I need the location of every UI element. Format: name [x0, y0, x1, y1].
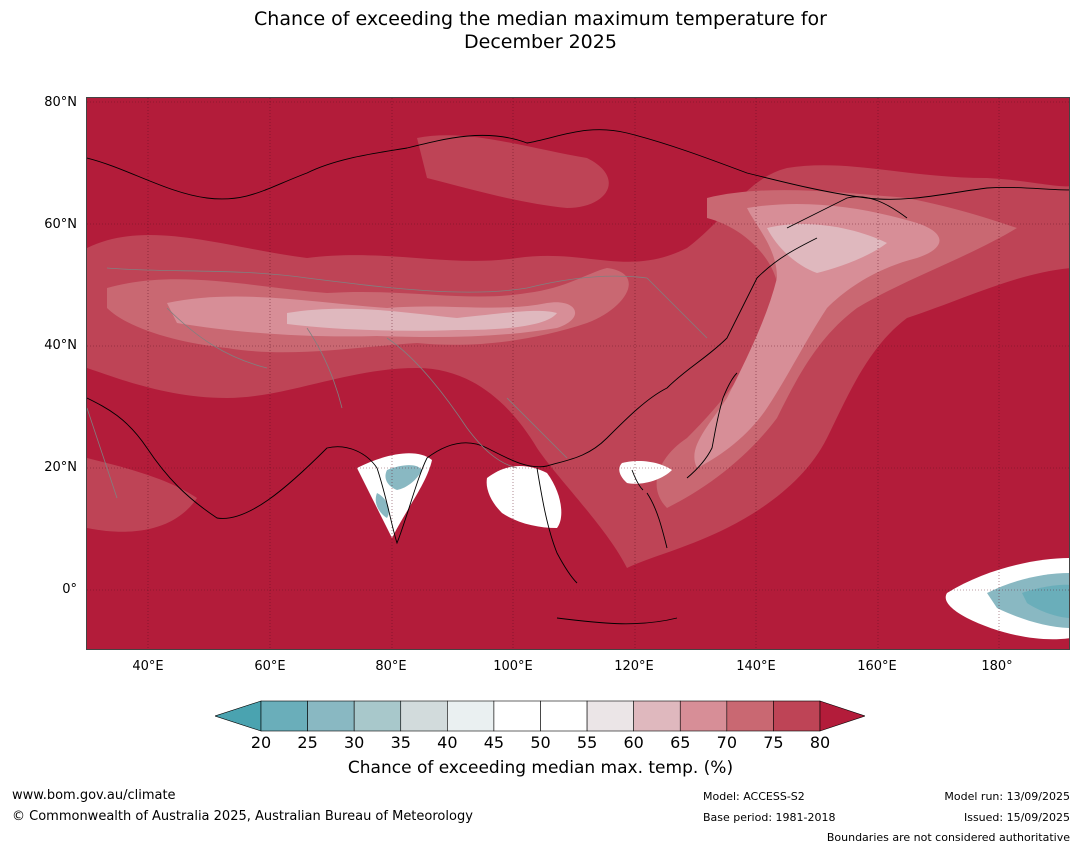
- lat-label-20n: 20°N: [44, 460, 77, 475]
- colorbar-tick-label: 70: [716, 733, 737, 752]
- colorbar-tick-label: 30: [343, 733, 365, 752]
- boundaries-disclaimer: Boundaries are not considered authoritat…: [826, 831, 1070, 844]
- lat-label-0: 0°: [62, 582, 77, 597]
- colorbar-cell: [493, 700, 541, 732]
- probability-band-indochina-50: [486, 466, 562, 528]
- lon-label-80e: 80°E: [375, 659, 407, 674]
- colorbar-tick-label: 35: [390, 733, 411, 752]
- probability-band-india-30: [385, 465, 422, 490]
- probability-band-taiwan-50: [619, 460, 672, 484]
- colorbar-tick-label: 75: [763, 733, 784, 752]
- probability-band-pacific-20: [1022, 584, 1069, 618]
- lat-label-80n: 80°N: [44, 95, 77, 110]
- probability-band-75-north: [417, 135, 609, 208]
- colorbar-cells: [260, 700, 821, 732]
- colorbar-tick-label: 80: [809, 733, 831, 752]
- colorbar-tick-label: 20: [250, 733, 272, 752]
- lon-label-100e: 100°E: [493, 659, 533, 674]
- probability-band-india-25: [375, 493, 389, 518]
- base-period: Base period: 1981-2018: [703, 811, 836, 824]
- lon-label-180: 180°: [981, 659, 1013, 674]
- issued-date: Issued: 15/09/2025: [963, 811, 1070, 824]
- colorbar-tick-label: 60: [623, 733, 644, 752]
- lat-label-60n: 60°N: [44, 217, 77, 232]
- colorbar-cell: [540, 700, 588, 732]
- colorbar-label: Chance of exceeding median max. temp. (%…: [347, 758, 734, 778]
- lon-label-40e: 40°E: [132, 659, 164, 674]
- colorbar-cell: [447, 700, 495, 732]
- colorbar-cell: [307, 700, 355, 732]
- graticule: [87, 98, 1069, 649]
- probability-band-75-peninsula: [87, 458, 197, 532]
- colorbar-cell: [586, 700, 634, 732]
- colorbar-under-extension: [215, 700, 262, 732]
- title-line-1: Chance of exceeding the median maximum t…: [254, 8, 827, 30]
- country-borders: [87, 267, 708, 499]
- website-url[interactable]: www.bom.gov.au/climate: [12, 788, 176, 803]
- colorbar-cell: [353, 700, 402, 732]
- map-canvas: [87, 98, 1069, 649]
- colorbar-cell: [726, 700, 774, 732]
- colorbar-tick-label: 50: [530, 733, 551, 752]
- colorbar-cell: [260, 700, 308, 732]
- probability-band-60-east: [767, 223, 887, 273]
- forecast-map: [86, 97, 1070, 650]
- colorbar-cell: [633, 700, 681, 732]
- model-name: Model: ACCESS-S2: [703, 790, 805, 803]
- model-run-date: Model run: 13/09/2025: [944, 790, 1070, 803]
- lon-label-120e: 120°E: [614, 659, 654, 674]
- colorbar-tick-label: 65: [670, 733, 691, 752]
- colorbar-tick-label: 40: [437, 733, 458, 752]
- colorbar-tick-label: 45: [483, 733, 505, 752]
- lon-label-140e: 140°E: [736, 659, 776, 674]
- colorbar-tick-label: 25: [297, 733, 318, 752]
- coastlines: [87, 129, 1069, 625]
- colorbar-cell: [400, 700, 448, 732]
- lon-label-160e: 160°E: [857, 659, 897, 674]
- colorbar-cell: [773, 700, 821, 732]
- copyright-text: © Commonwealth of Australia 2025, Austra…: [12, 809, 473, 824]
- colorbar-tick-label: 55: [576, 733, 598, 752]
- probability-band-60: [287, 308, 557, 331]
- colorbar-cell: [679, 700, 728, 732]
- lat-label-40n: 40°N: [44, 338, 77, 353]
- title-line-2: December 2025: [464, 31, 617, 53]
- lon-label-60e: 60°E: [254, 659, 286, 674]
- colorbar: [215, 700, 865, 732]
- colorbar-over-extension: [819, 700, 865, 732]
- map-title: Chance of exceeding the median maximum t…: [0, 8, 1081, 54]
